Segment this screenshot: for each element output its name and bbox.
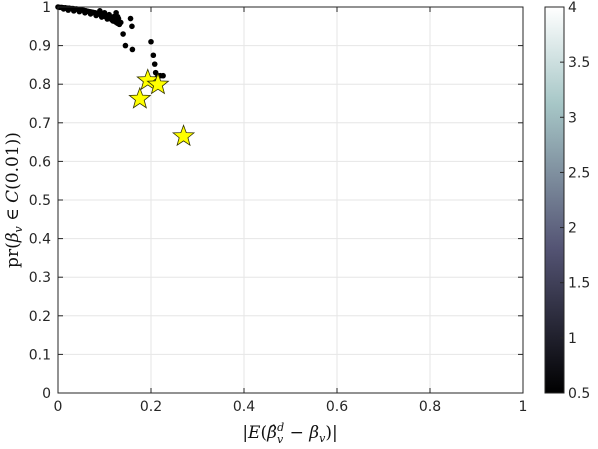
y-tick-label: 1 bbox=[42, 0, 51, 16]
y-tick-label: 0.5 bbox=[29, 193, 51, 209]
y-tick-label: 0.1 bbox=[29, 347, 51, 363]
y-tick-label: 0.4 bbox=[29, 232, 51, 248]
colorbar-tick-label: 2.5 bbox=[568, 165, 590, 181]
x-axis-label: |E(β̂vd − βv)| bbox=[242, 421, 337, 446]
scatter-point bbox=[98, 14, 105, 20]
x-tick-label: 1 bbox=[519, 399, 528, 415]
scatter-point bbox=[150, 52, 157, 59]
scatter-point bbox=[97, 8, 103, 14]
scatter-point bbox=[120, 31, 126, 37]
x-tick-label: 0 bbox=[54, 399, 63, 415]
colorbar-tick-label: 2 bbox=[568, 221, 577, 237]
colorbar-tick-label: 1 bbox=[568, 331, 577, 347]
star-marker bbox=[171, 124, 196, 147]
scatter-point bbox=[106, 11, 112, 18]
star-marker bbox=[136, 68, 160, 91]
y-tick-label: 0.2 bbox=[29, 309, 51, 325]
x-tick-label: 0.8 bbox=[419, 399, 441, 415]
colorbar-tick-label: 4 bbox=[568, 0, 577, 16]
y-axis-label: pr(βv ∈ C(0.01)) bbox=[3, 132, 25, 268]
y-tick-label: 0.6 bbox=[29, 154, 51, 170]
colorbar bbox=[544, 6, 565, 394]
scatter-point bbox=[60, 6, 67, 12]
x-axis-ticks: 0 0.2 0.4 0.6 0.8 1 bbox=[54, 7, 528, 415]
x-tick-label: 0.4 bbox=[233, 399, 255, 415]
colorbar-tick-label: 1.5 bbox=[568, 276, 590, 292]
scatter-point bbox=[104, 16, 111, 22]
y-axis-ticks: 0 0.1 0.2 0.3 0.4 0.5 0.6 0.7 0.8 0.9 1 bbox=[29, 0, 523, 402]
scatter-point bbox=[71, 8, 77, 14]
scatter-point bbox=[114, 13, 121, 20]
star-marker bbox=[128, 86, 152, 109]
y-tick-label: 0.9 bbox=[29, 39, 51, 55]
scatter-point bbox=[82, 9, 88, 16]
scatter-point bbox=[127, 15, 134, 22]
colorbar-ticks: 0.5 1 1.5 2 2.5 3 3.5 4 bbox=[560, 0, 590, 402]
star-marker bbox=[146, 72, 170, 95]
grid-lines bbox=[57, 6, 524, 394]
scatter-point bbox=[93, 12, 99, 19]
x-tick-label: 0.6 bbox=[326, 399, 348, 415]
scatter-point bbox=[151, 61, 158, 67]
scatter-point bbox=[160, 72, 166, 79]
scatter-point bbox=[76, 8, 83, 15]
scatter-point bbox=[110, 18, 116, 24]
colorbar-tick-label: 0.5 bbox=[568, 386, 590, 402]
y-tick-label: 0 bbox=[42, 386, 51, 402]
y-tick-label: 0.8 bbox=[29, 77, 51, 93]
x-tick-label: 0.2 bbox=[140, 399, 162, 415]
y-tick-label: 0.3 bbox=[29, 270, 51, 286]
scatter-point bbox=[129, 46, 136, 53]
scatter-point bbox=[122, 42, 129, 49]
scatter-point bbox=[148, 38, 154, 45]
scatter-point bbox=[129, 23, 135, 30]
y-tick-label: 0.7 bbox=[29, 116, 51, 132]
colorbar-tick-label: 3 bbox=[568, 110, 577, 126]
scatter-point bbox=[116, 21, 123, 28]
scatter-point bbox=[65, 7, 72, 13]
scatter-point bbox=[101, 9, 108, 16]
scatter-point bbox=[87, 11, 94, 17]
colorbar-tick-label: 3.5 bbox=[568, 55, 590, 71]
